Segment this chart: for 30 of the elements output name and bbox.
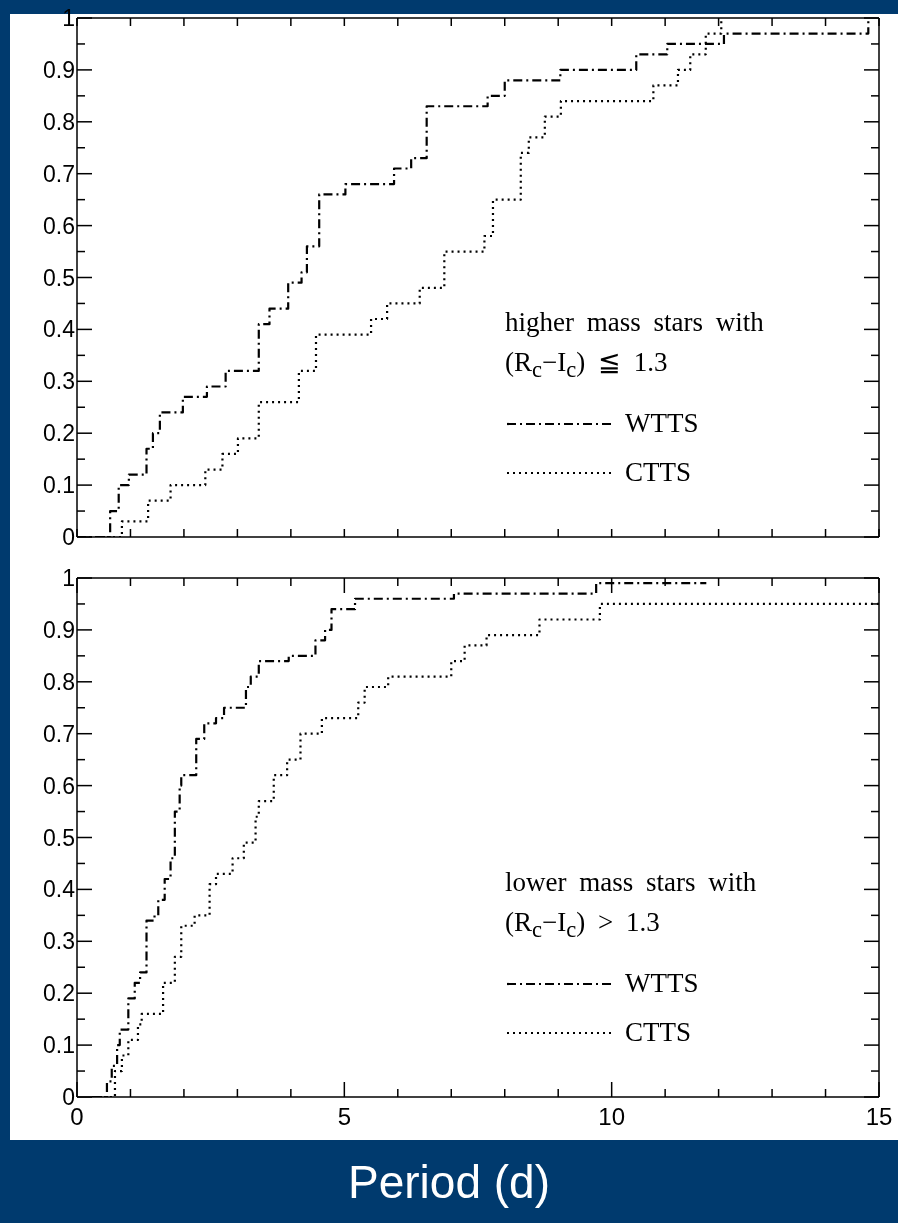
y-tick-label: 0.9 [43, 616, 75, 643]
y-tick-label: 0.2 [43, 980, 75, 1007]
y-tick-label: 0.7 [43, 160, 75, 187]
x-tick-label: 15 [865, 1103, 893, 1130]
y-tick-label: 0.4 [43, 316, 76, 343]
legend-label: WTTS [625, 408, 699, 440]
y-tick-label: 0.3 [43, 928, 75, 955]
legend-label: CTTS [625, 1017, 692, 1049]
y-tick-label: 0.7 [43, 720, 75, 747]
y-tick-label: 0.4 [43, 876, 76, 903]
legend-title: higher mass stars with (R$_{c}$−I$_{c}$) ≦ 1.3 [505, 306, 765, 385]
legend-label: WTTS [625, 968, 699, 1000]
y-tick-label: 0.2 [43, 420, 75, 447]
y-tick-label: 0 [62, 524, 75, 550]
x-tick-label: 5 [337, 1103, 352, 1130]
y-tick-label: 0.6 [43, 212, 75, 239]
y-tick-label: 0.6 [43, 772, 75, 799]
legend-title: lower mass stars with (R$_{c}$−I$_{c}$) > 1.3 [505, 866, 758, 945]
y-tick-label: 0.8 [43, 668, 75, 695]
y-tick-label: 1 [62, 565, 75, 591]
y-tick-label: 0.1 [43, 1032, 75, 1059]
y-tick-label: 0.9 [43, 56, 75, 83]
y-tick-label: 0.5 [43, 264, 75, 291]
y-tick-label: 0.1 [43, 472, 75, 499]
y-tick-label: 0.5 [43, 824, 75, 851]
x-axis-title: Period (d) [347, 1155, 551, 1209]
y-tick-label: 0.8 [43, 108, 75, 135]
legend-label: CTTS [625, 457, 692, 489]
x-tick-label: 10 [598, 1103, 626, 1130]
y-tick-label: 0.3 [43, 368, 75, 395]
